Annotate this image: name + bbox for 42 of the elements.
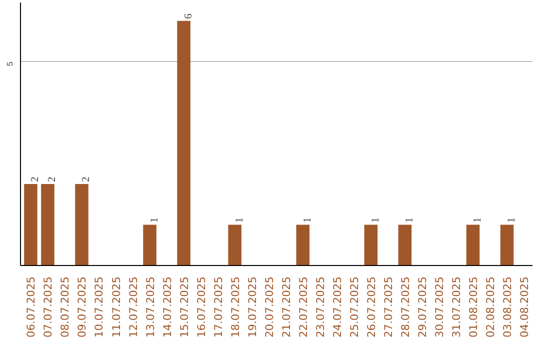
x-tick-label: 25.07.2025 bbox=[348, 276, 361, 338]
x-tick-label: 24.07.2025 bbox=[330, 276, 344, 338]
x-tick-label: 23.07.2025 bbox=[314, 276, 327, 338]
data-label: 1 bbox=[472, 217, 484, 223]
y-tick-label: 5 bbox=[6, 61, 14, 66]
x-tick-label: 19.07.2025 bbox=[246, 276, 259, 338]
x-tick-label: 16.07.2025 bbox=[194, 276, 208, 338]
data-label: 2 bbox=[47, 176, 58, 182]
x-tick-label: 22.07.2025 bbox=[296, 276, 310, 338]
x-tick-label: 20.07.2025 bbox=[262, 276, 276, 338]
x-tick-label: 02.08.2025 bbox=[484, 276, 497, 338]
x-tick-label: 07.07.2025 bbox=[42, 276, 55, 338]
x-tick-label: 15.07.2025 bbox=[178, 276, 191, 338]
x-tick-label: 31.07.2025 bbox=[450, 276, 463, 338]
x-tick-label: 30.07.2025 bbox=[432, 276, 446, 338]
x-tick-label: 14.07.2025 bbox=[160, 276, 174, 338]
data-label: 1 bbox=[506, 217, 518, 223]
x-tick-label: 12.07.2025 bbox=[126, 276, 140, 338]
x-tick-label: 10.07.2025 bbox=[92, 276, 106, 338]
data-label: 1 bbox=[302, 217, 314, 223]
data-label: 1 bbox=[234, 217, 246, 223]
x-tick-label: 06.07.2025 bbox=[24, 276, 38, 338]
x-tick-label: 01.08.2025 bbox=[466, 276, 480, 338]
data-label: 2 bbox=[30, 176, 42, 182]
x-tick-label: 26.07.2025 bbox=[364, 276, 378, 338]
x-tick-label: 11.07.2025 bbox=[110, 276, 123, 338]
x-tick-label: 04.08.2025 bbox=[518, 276, 531, 338]
x-tick-label: 28.07.2025 bbox=[398, 276, 412, 338]
data-label: 1 bbox=[404, 217, 416, 223]
data-label: 6 bbox=[183, 12, 194, 19]
data-label: 2 bbox=[81, 176, 92, 182]
x-tick-label: 09.07.2025 bbox=[76, 276, 89, 338]
x-tick-label: 29.07.2025 bbox=[416, 276, 429, 338]
x-tick-label: 27.07.2025 bbox=[382, 276, 395, 338]
data-label: 1 bbox=[370, 217, 382, 223]
x-tick-label: 21.07.2025 bbox=[280, 276, 293, 338]
x-tick-label: 13.07.2025 bbox=[144, 276, 157, 338]
data-label: 1 bbox=[149, 217, 160, 223]
x-tick-label: 03.08.2025 bbox=[500, 276, 514, 338]
x-tick-label: 18.07.2025 bbox=[228, 276, 242, 338]
x-tick-label: 08.07.2025 bbox=[58, 276, 72, 338]
x-tick-label: 17.07.2025 bbox=[212, 276, 225, 338]
